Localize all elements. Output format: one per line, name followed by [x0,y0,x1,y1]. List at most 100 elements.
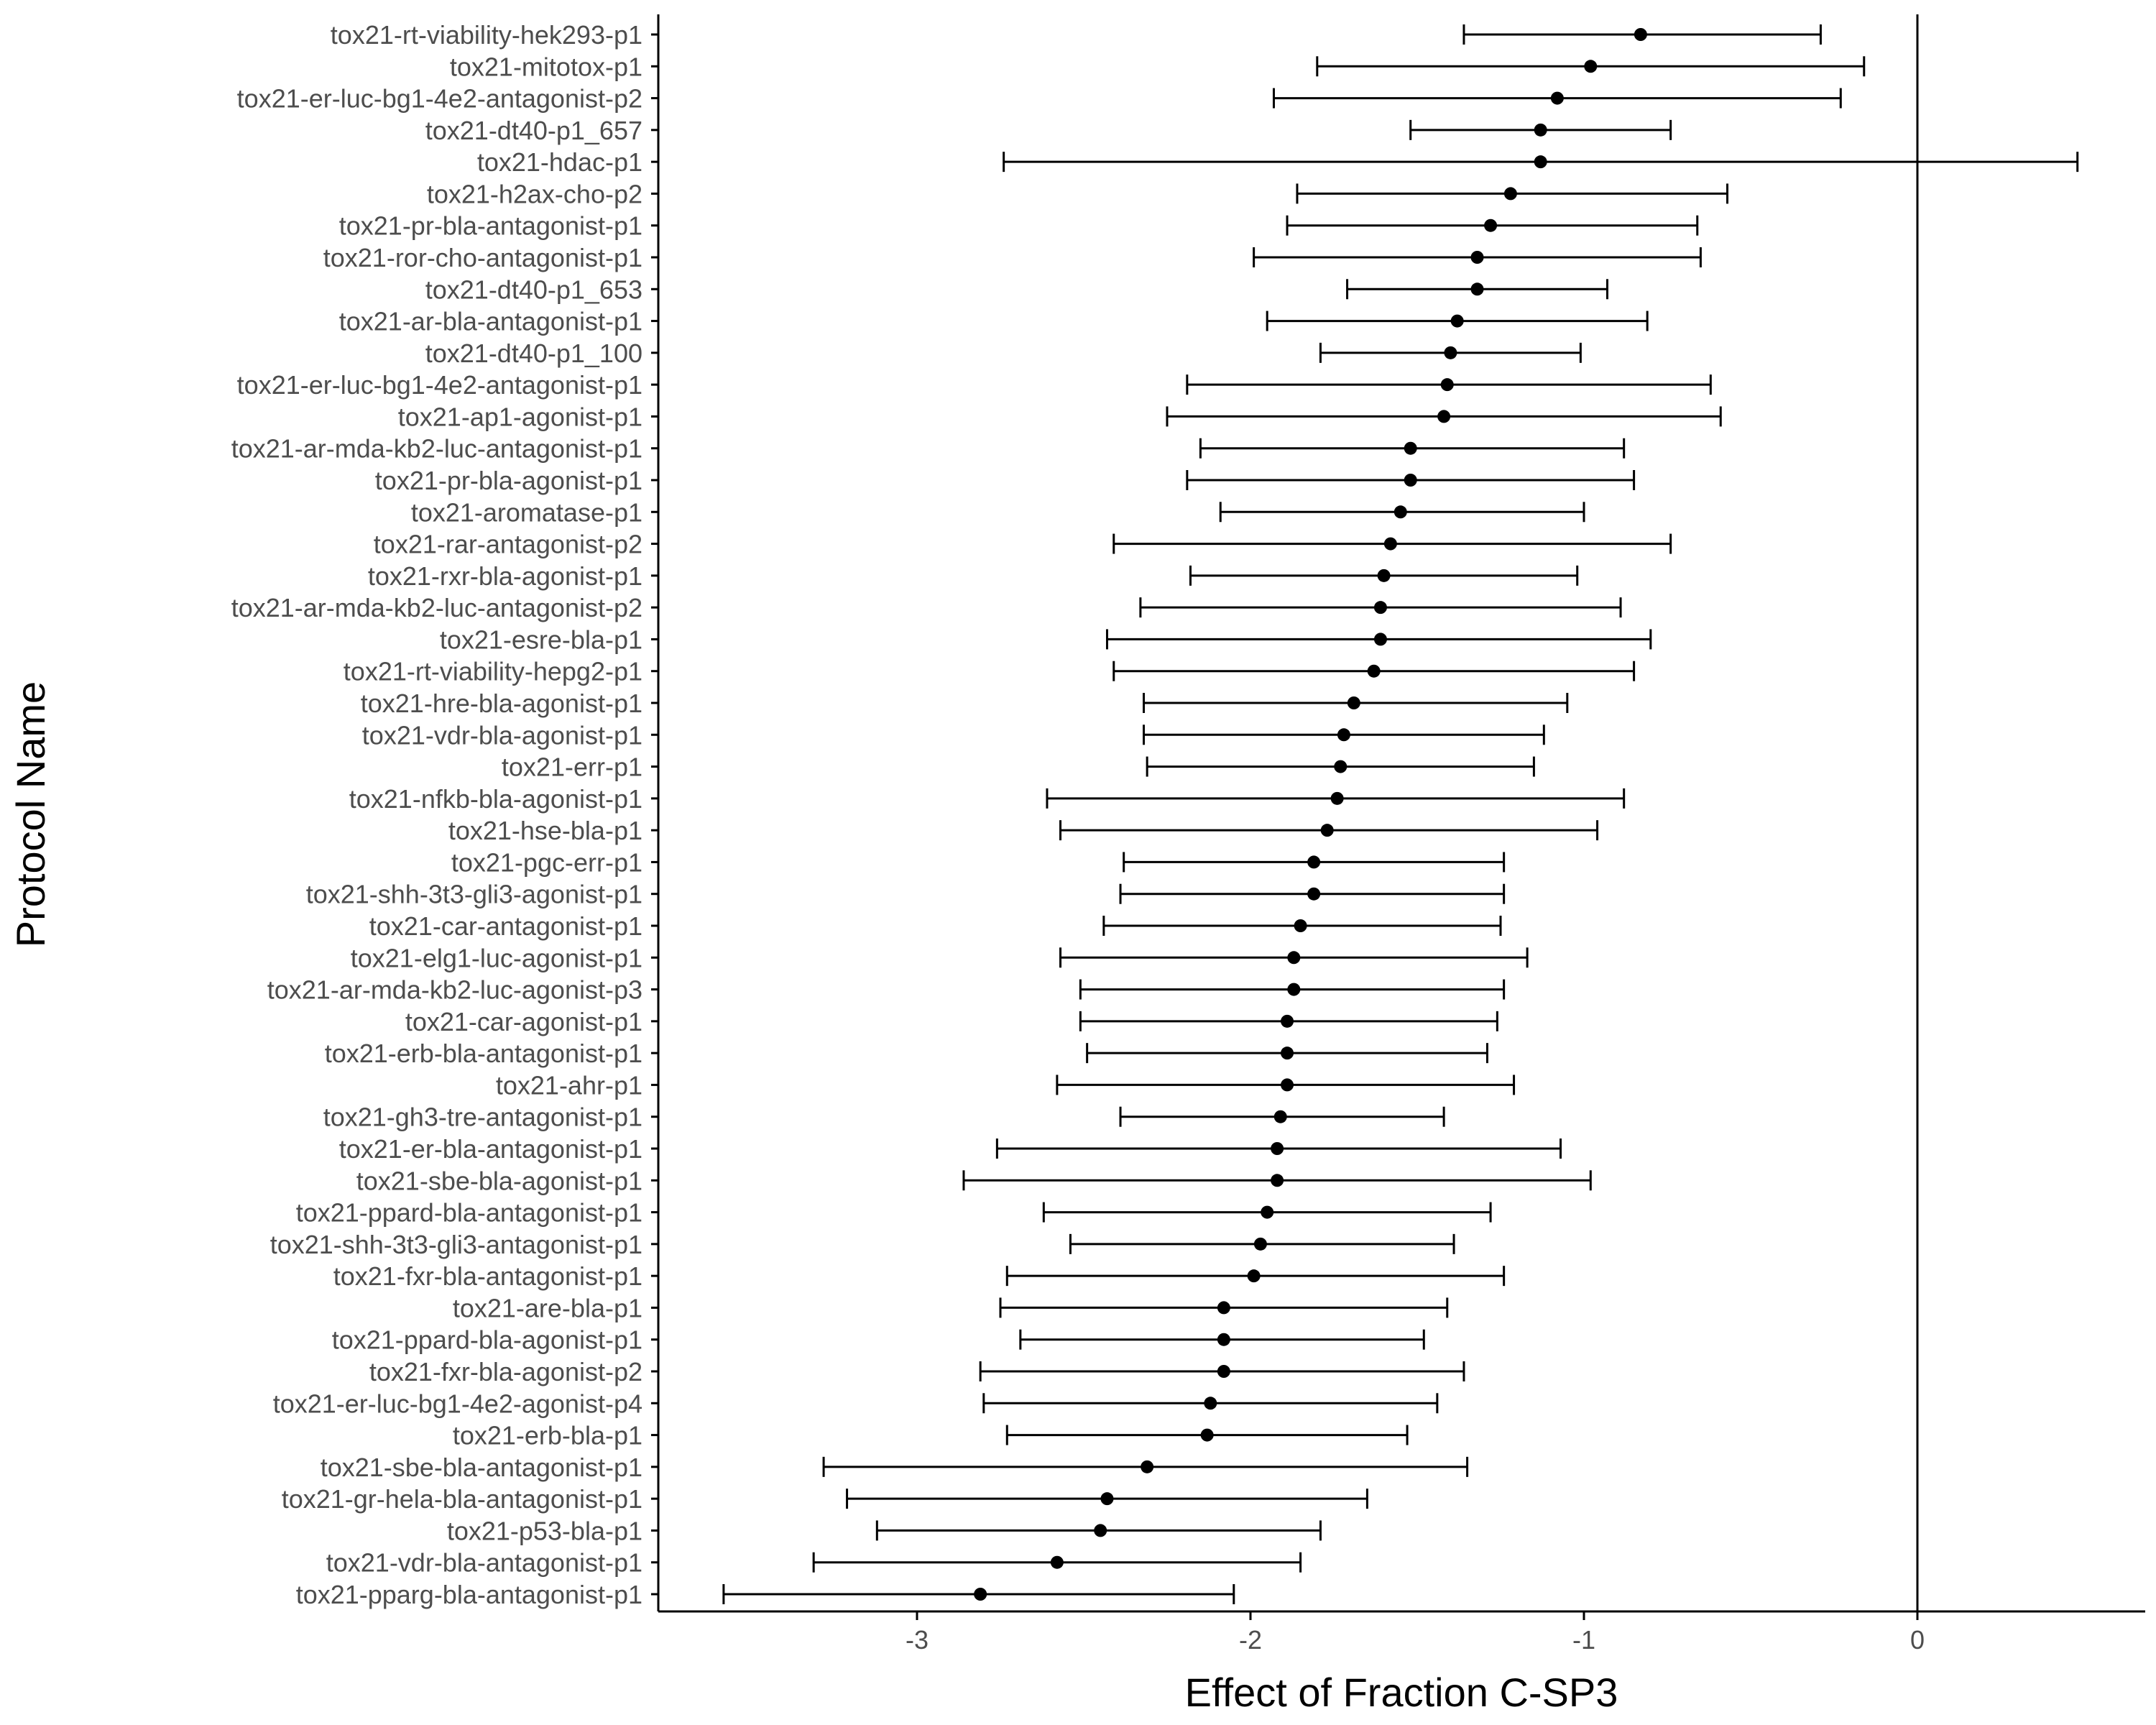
y-tick-label: tox21-ror-cho-antagonist-p1 [323,243,642,272]
estimate-point [1217,1301,1230,1315]
y-tick-label: tox21-gr-hela-bla-antagonist-p1 [282,1484,642,1514]
estimate-point [1294,919,1307,932]
y-tick-label: tox21-erb-bla-antagonist-p1 [325,1039,642,1068]
estimate-point [1550,91,1564,105]
estimate-point [1307,887,1321,901]
estimate-point [1534,155,1547,169]
estimate-point [1281,1078,1294,1092]
y-tick-label: tox21-nfkb-bla-agonist-p1 [349,784,642,814]
y-tick-label: tox21-aromatase-p1 [411,497,642,527]
x-axis-title: Effect of Fraction C-SP3 [1185,1670,1618,1715]
estimate-point [1253,1237,1267,1251]
estimate-point [1320,824,1334,837]
estimate-point [1281,1046,1294,1060]
y-tick-label: tox21-er-luc-bg1-4e2-agonist-p4 [273,1389,642,1418]
y-tick-label: tox21-gh3-tre-antagonist-p1 [323,1103,642,1132]
y-tick-label: tox21-car-agonist-p1 [405,1007,642,1036]
estimate-point [1450,314,1464,328]
y-tick-label: tox21-shh-3t3-gli3-antagonist-p1 [270,1230,642,1259]
y-tick-label: tox21-sbe-bla-antagonist-p1 [321,1453,642,1482]
estimate-point [1330,791,1344,805]
y-tick-label: tox21-car-antagonist-p1 [369,911,642,941]
estimate-point [1204,1397,1217,1410]
y-tick-label: tox21-elg1-luc-agonist-p1 [351,943,642,972]
estimate-point [1584,60,1598,73]
estimate-point [974,1588,987,1601]
y-axis-title: Protocol Name [8,681,53,947]
estimate-point [1307,855,1321,869]
y-tick-label: tox21-dt40-p1_657 [425,116,642,145]
x-tick-label: 0 [1910,1625,1925,1655]
estimate-point [1404,474,1417,487]
y-tick-label: tox21-pgc-err-p1 [451,847,642,877]
estimate-point [1247,1269,1261,1283]
x-tick-label: -2 [1239,1625,1262,1655]
estimate-point [1373,601,1387,615]
estimate-point [1271,1174,1284,1187]
estimate-point [1444,346,1457,359]
y-tick-label: tox21-rt-viability-hek293-p1 [331,20,642,50]
y-tick-label: tox21-hdac-p1 [477,147,642,177]
y-tick-label: tox21-fxr-bla-antagonist-p1 [333,1261,642,1291]
y-tick-label: tox21-ahr-p1 [496,1070,642,1100]
x-tick-label: -1 [1572,1625,1595,1655]
y-tick-label: tox21-fxr-bla-agonist-p2 [369,1357,642,1386]
estimate-point [1287,951,1301,965]
y-tick-label: tox21-ppard-bla-antagonist-p1 [296,1198,642,1228]
estimate-point [1393,505,1407,519]
y-tick-label: tox21-h2ax-cho-p2 [427,179,642,208]
y-tick-label: tox21-er-luc-bg1-4e2-antagonist-p1 [237,370,642,400]
y-tick-label: tox21-hse-bla-p1 [448,816,642,845]
estimate-point [1383,537,1397,551]
y-tick-label: tox21-pr-bla-agonist-p1 [375,466,642,495]
y-tick-label: tox21-mitotox-p1 [450,52,642,81]
y-tick-label: tox21-shh-3t3-gli3-agonist-p1 [306,880,642,909]
estimate-point [1373,632,1387,646]
estimate-point [1200,1428,1214,1442]
estimate-point [1271,1142,1284,1155]
y-tick-label: tox21-er-bla-antagonist-p1 [339,1134,642,1164]
y-tick-labels: tox21-rt-viability-hek293-p1tox21-mitoto… [231,20,642,1609]
y-tick-label: tox21-pr-bla-antagonist-p1 [339,211,642,241]
error-bars-layer [722,24,2079,1604]
y-tick-label: tox21-sbe-bla-agonist-p1 [356,1166,642,1195]
x-tick-label: -3 [906,1625,929,1655]
estimate-point [1334,760,1348,773]
y-tick-label: tox21-ap1-agonist-p1 [398,402,642,431]
estimate-point [1377,569,1391,582]
estimate-point [1440,378,1454,392]
x-ticks: -3 -2 -1 0 [906,1611,1925,1655]
estimate-point [1141,1460,1154,1473]
y-tick-label: tox21-rxr-bla-agonist-p1 [368,561,642,591]
estimate-point [1050,1555,1064,1569]
estimate-point [1337,728,1350,742]
y-tick-label: tox21-ar-mda-kb2-luc-agonist-p3 [267,975,642,1005]
estimate-point [1367,664,1381,678]
estimate-point [1437,410,1451,423]
y-tick-label: tox21-are-bla-p1 [453,1293,642,1322]
y-tick-label: tox21-ar-mda-kb2-luc-antagonist-p1 [231,434,642,464]
y-tick-label: tox21-erb-bla-p1 [453,1421,642,1450]
estimate-point [1347,696,1360,709]
estimate-point [1287,983,1301,996]
y-tick-label: tox21-rt-viability-hepg2-p1 [344,657,642,686]
y-tick-label: tox21-pparg-bla-antagonist-p1 [296,1580,642,1609]
y-tick-label: tox21-ppard-bla-agonist-p1 [332,1325,642,1355]
y-tick-label: tox21-hre-bla-agonist-p1 [361,689,642,718]
estimate-point [1484,218,1498,232]
y-ticks [651,33,658,1596]
estimate-point [1273,1110,1287,1123]
y-tick-label: tox21-vdr-bla-agonist-p1 [362,720,642,750]
estimate-point [1281,1014,1294,1028]
y-tick-label: tox21-ar-bla-antagonist-p1 [339,307,642,336]
y-tick-label: tox21-esre-bla-p1 [440,625,642,654]
estimate-point [1470,282,1484,296]
y-tick-label: tox21-err-p1 [502,753,642,782]
estimate-point [1534,123,1547,137]
y-tick-label: tox21-dt40-p1_653 [425,275,642,304]
estimate-point [1100,1492,1114,1506]
points-layer [974,28,1647,1601]
y-tick-label: tox21-rar-antagonist-p2 [374,530,642,559]
y-tick-label: tox21-vdr-bla-antagonist-p1 [326,1548,642,1578]
